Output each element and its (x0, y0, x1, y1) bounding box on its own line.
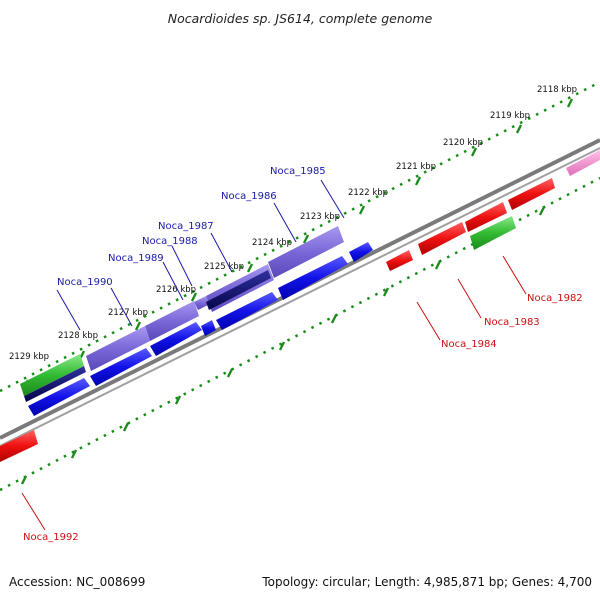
gene-label: Noca_1990 (57, 277, 113, 288)
gene-label: Noca_1986 (221, 191, 277, 202)
gene-noca-1992[interactable] (0, 430, 38, 462)
gene-label: Noca_1987 (158, 221, 214, 232)
gene-label: Noca_1983 (484, 317, 540, 328)
tick-label: 2120 kbp (443, 138, 483, 148)
gene-label: Noca_1989 (108, 253, 164, 264)
gene-navy-1[interactable] (206, 270, 271, 310)
tick-label: 2126 kbp (156, 285, 196, 295)
genome-summary-text: Topology: circular; Length: 4,985,871 bp… (261, 575, 592, 589)
gene-label: Noca_1982 (527, 293, 583, 304)
forward-strand-genes (20, 226, 373, 416)
tick-label: 2128 kbp (58, 331, 98, 341)
tick-label: 2125 kbp (204, 262, 244, 272)
tick-label: 2121 kbp (396, 162, 436, 172)
gene-blue-5[interactable] (150, 322, 202, 356)
gene-label: Noca_1985 (270, 166, 326, 177)
gene-noca-1984[interactable] (386, 250, 413, 271)
tick-label: 2124 kbp (252, 238, 292, 248)
map-title: Nocardioides sp. JS614, complete genome (168, 11, 433, 26)
gene-noca-1983[interactable] (418, 222, 466, 255)
gene-pink[interactable] (566, 150, 600, 176)
genome-backbone-inner (0, 147, 600, 447)
leader-lines-blue (56, 179, 345, 331)
gene-noca-1988[interactable] (145, 301, 199, 341)
tick-label: 2119 kbp (490, 111, 530, 121)
tick-label: 2127 kbp (108, 308, 148, 318)
reverse-strand-genes (0, 150, 600, 462)
gene-noca-1985[interactable] (268, 226, 344, 278)
gene-blue-1[interactable] (349, 242, 373, 262)
gene-red-2[interactable] (465, 202, 507, 232)
gene-labels-top: Noca_1985 Noca_1986 Noca_1987 Noca_1988 … (57, 166, 326, 288)
gene-label: Noca_1992 (23, 532, 79, 543)
outer-dotted-track (0, 80, 600, 393)
gene-noca-1982[interactable] (470, 216, 516, 250)
gene-navy-2[interactable] (24, 366, 86, 402)
gene-noca-1989[interactable] (86, 326, 150, 371)
inner-ticks (20, 206, 546, 485)
gene-blue-2[interactable] (278, 256, 348, 300)
tick-labels: 2118 kbp 2119 kbp 2120 kbp 2121 kbp 2122… (9, 85, 577, 362)
gene-noca-1987[interactable] (194, 296, 210, 310)
gene-noca-1990[interactable] (20, 354, 84, 396)
tick-label: 2123 kbp (300, 212, 340, 222)
leader-lines-red (21, 255, 527, 531)
gene-blue-6[interactable] (90, 348, 152, 386)
gene-red-1[interactable] (508, 178, 555, 210)
tick-label: 2129 kbp (9, 352, 49, 362)
gene-blue-3[interactable] (216, 292, 278, 330)
gene-label: Noca_1988 (142, 236, 198, 247)
gene-blue-7[interactable] (28, 378, 90, 416)
gene-labels-bottom: Noca_1982 Noca_1983 Noca_1984 Noca_1992 (23, 293, 583, 543)
accession-text: Accession: NC_008699 (9, 575, 145, 589)
tick-label: 2118 kbp (537, 85, 577, 95)
gene-blue-4[interactable] (201, 320, 216, 336)
tick-label: 2122 kbp (348, 188, 388, 198)
gene-label: Noca_1984 (441, 339, 497, 350)
